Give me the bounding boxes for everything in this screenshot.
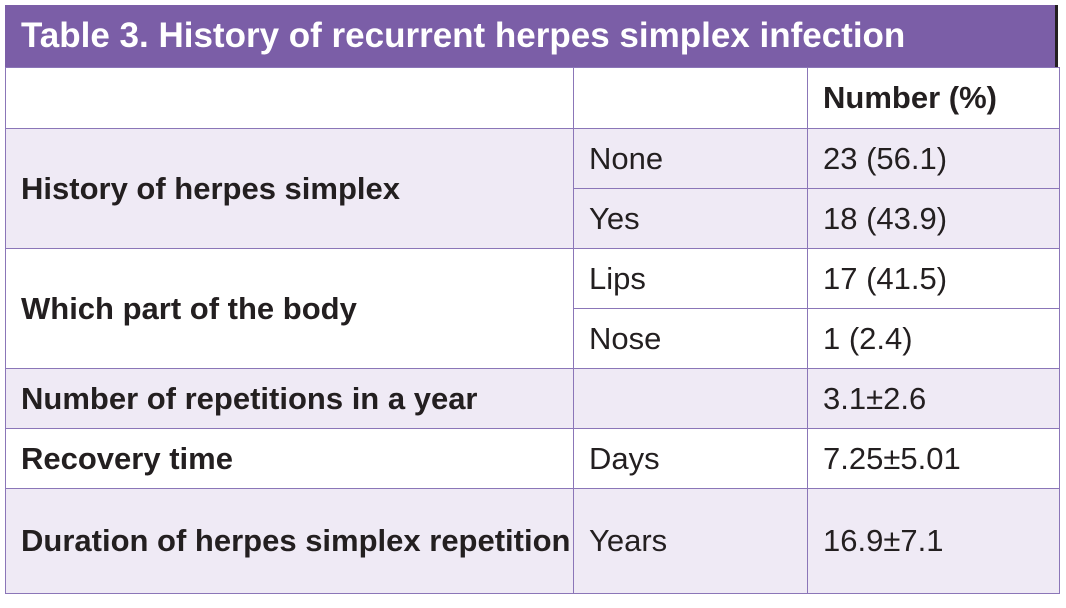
table-row: History of herpes simplex None 23 (56.1) bbox=[5, 128, 1060, 249]
row-sub-years: Years bbox=[573, 488, 808, 594]
row-sub-yes: Yes bbox=[573, 188, 808, 249]
row-sub-nose: Nose bbox=[573, 308, 808, 369]
row-label-repetitions: Number of repetitions in a year bbox=[5, 368, 574, 429]
table-row: Nose 1 (2.4) bbox=[6, 308, 1060, 369]
table-row: Duration of herpes simplex repetition Ye… bbox=[5, 488, 1060, 594]
table-title: Table 3. History of recurrent herpes sim… bbox=[5, 5, 1058, 67]
row-value-yes: 18 (43.9) bbox=[807, 188, 1060, 249]
row-sub-days: Days bbox=[573, 428, 808, 489]
table-row: Which part of the body Lips 17 (41.5) bbox=[5, 248, 1060, 369]
header-cell-empty bbox=[573, 67, 808, 129]
row-label-recovery-time: Recovery time bbox=[5, 428, 574, 489]
row-value-lips: 17 (41.5) bbox=[807, 248, 1060, 309]
row-label-history: History of herpes simplex bbox=[5, 128, 574, 249]
row-value-nose: 1 (2.4) bbox=[807, 308, 1060, 369]
row-sub-lips: Lips bbox=[573, 248, 808, 309]
row-value-repetitions: 3.1±2.6 bbox=[807, 368, 1060, 429]
row-label-body-part: Which part of the body bbox=[5, 248, 574, 369]
row-sub-repetitions bbox=[573, 368, 808, 429]
herpes-history-table: Number (%) History of herpes simplex Non… bbox=[5, 67, 1060, 594]
header-cell-empty bbox=[5, 67, 574, 129]
table-row: Recovery time Days 7.25±5.01 bbox=[5, 428, 1060, 489]
header-number-percent: Number (%) bbox=[807, 67, 1060, 129]
row-value-duration: 16.9±7.1 bbox=[807, 488, 1060, 594]
row-sub-none: None bbox=[573, 128, 808, 189]
row-value-none: 23 (56.1) bbox=[807, 128, 1060, 189]
row-label-duration: Duration of herpes simplex repetition bbox=[5, 488, 574, 594]
table-header-row: Number (%) bbox=[5, 67, 1060, 129]
table-row: Yes 18 (43.9) bbox=[6, 188, 1060, 249]
row-value-recovery-time: 7.25±5.01 bbox=[807, 428, 1060, 489]
table-row: Number of repetitions in a year 3.1±2.6 bbox=[5, 368, 1060, 429]
